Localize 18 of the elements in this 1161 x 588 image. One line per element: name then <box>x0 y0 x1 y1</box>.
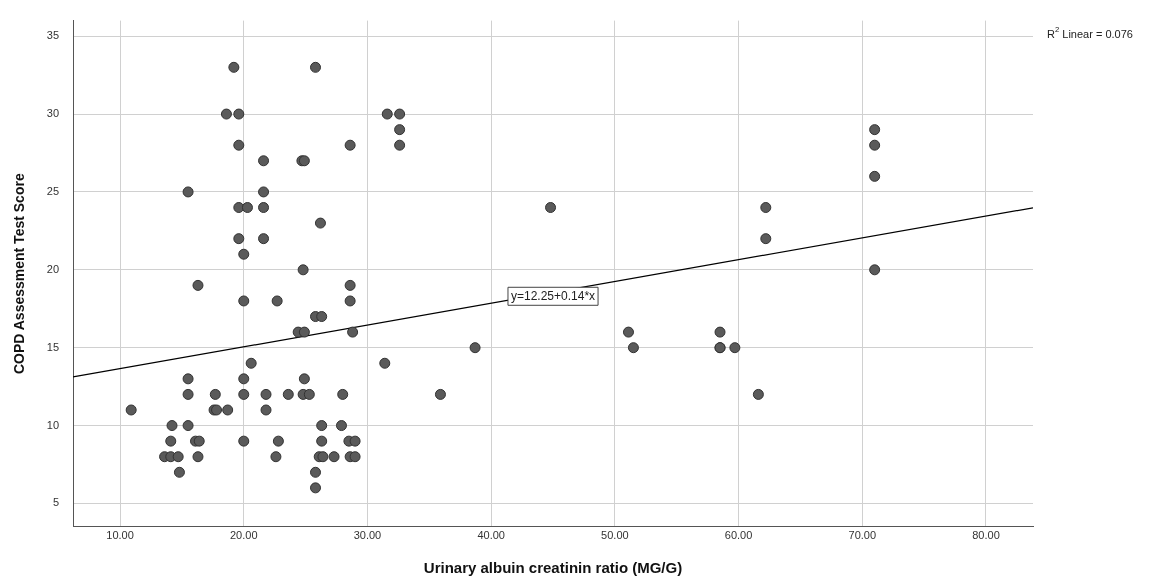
y-tick-label: 20 <box>46 262 60 275</box>
x-tick-label: 40.00 <box>477 529 505 542</box>
y-tick-label: 35 <box>46 29 60 42</box>
x-tick-label: 20.00 <box>229 529 258 542</box>
x-tick-label: 10.00 <box>106 529 134 542</box>
y-tick-label: 25 <box>46 184 60 197</box>
x-tick-label: 50.00 <box>601 529 629 542</box>
x-tick-label: 30.00 <box>353 529 382 542</box>
x-tick-label: 60.00 <box>724 529 753 542</box>
y-tick-label: 10 <box>46 418 60 431</box>
y-tick-label: 15 <box>46 340 60 353</box>
y-tick-label: 5 <box>52 496 60 509</box>
x-tick-label: 80.00 <box>972 529 1000 542</box>
x-axis-title: Urinary albuin creatinin ratio (MG/G) <box>423 559 683 577</box>
annotation: y=12.25+0.14*x <box>510 288 596 303</box>
y-axis-title: COPD Assessment Test Score <box>11 173 28 375</box>
y-tick-label: 30 <box>46 107 60 120</box>
x-tick-label: 70.00 <box>848 529 877 542</box>
